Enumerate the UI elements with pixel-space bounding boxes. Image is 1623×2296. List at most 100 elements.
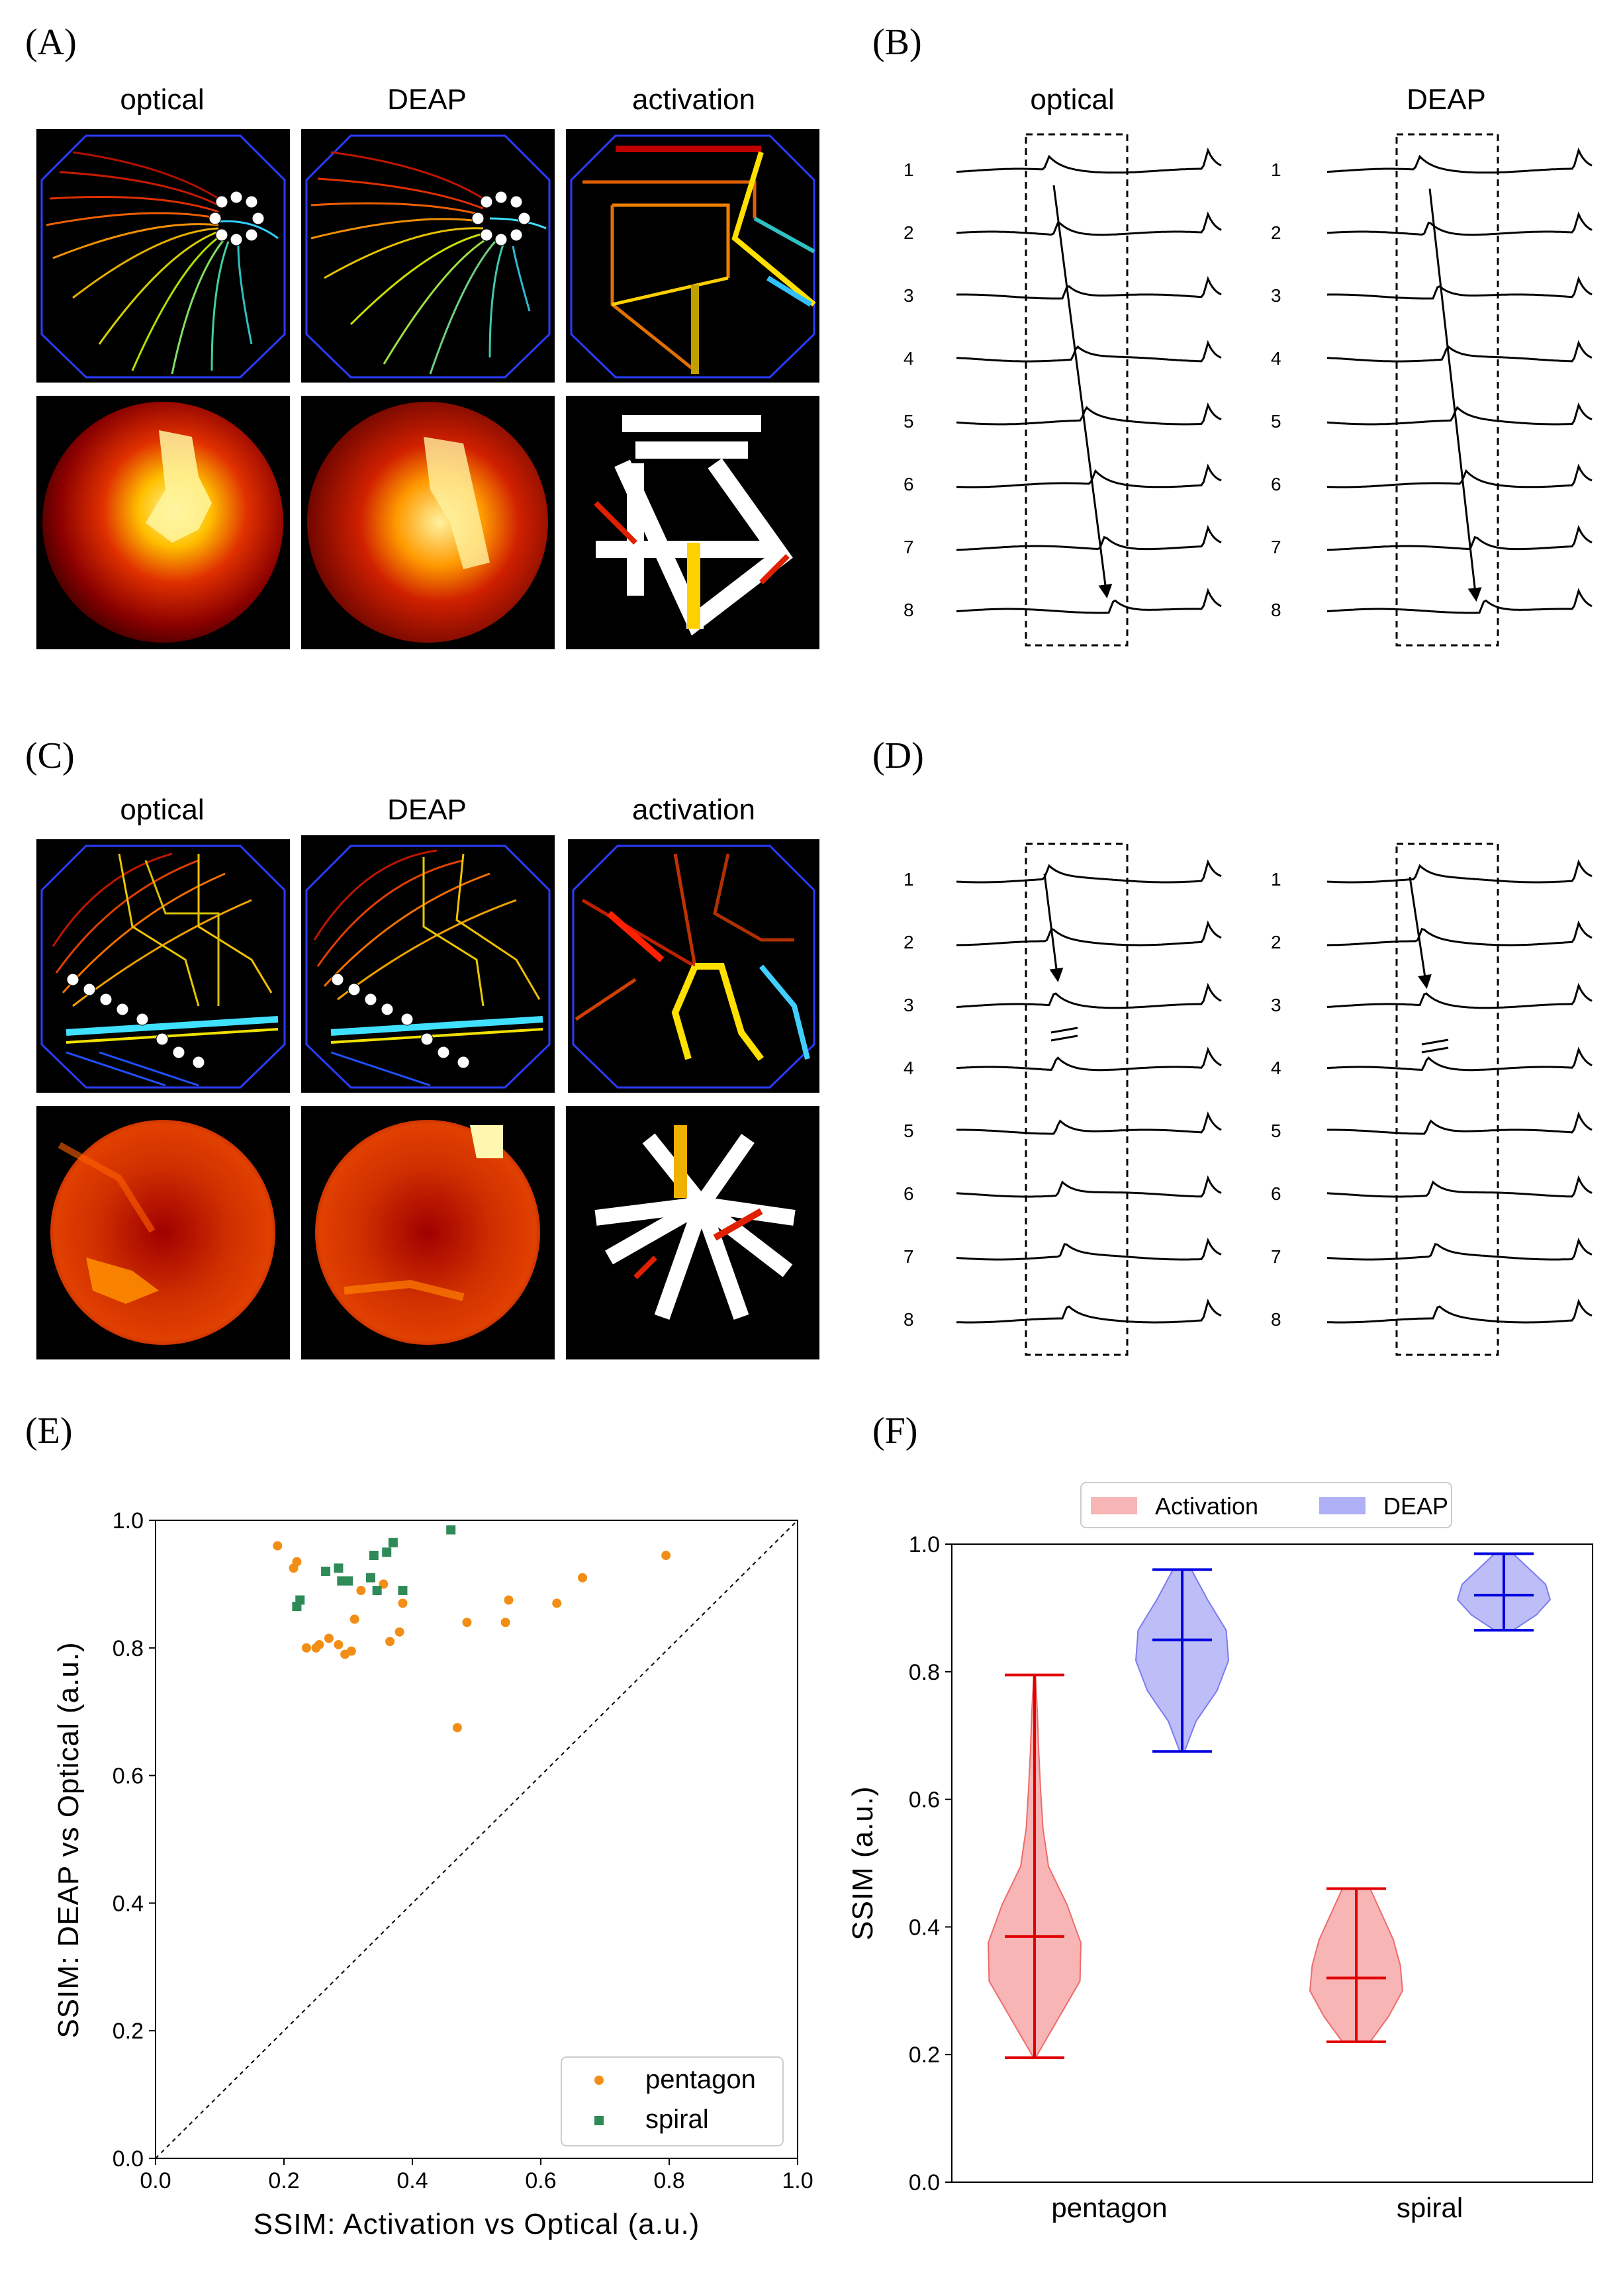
panel-d-trace-label: 6: [904, 1183, 914, 1204]
panel-e-xtick-label: 0.0: [140, 2168, 171, 2193]
panel-b-trace-label: 7: [1271, 537, 1281, 557]
panel-b-window-deap: [1395, 133, 1499, 647]
legend-label-spiral: spiral: [645, 2105, 709, 2134]
panel-label-c: (C): [25, 735, 75, 776]
scatter-point-spiral: [295, 1595, 305, 1605]
panel-b-trace: [956, 340, 1222, 363]
panel-b-trace: [1326, 402, 1593, 426]
panel-f-ytick-label: 0.4: [909, 1915, 940, 1940]
scatter-point-pentagon: [356, 1586, 366, 1596]
scatter-point-spiral: [446, 1525, 456, 1535]
panel-d-break-marks: [1050, 1027, 1449, 1054]
legend-label-deap: DEAP: [1383, 1492, 1448, 1520]
panel-e-xtick-label: 0.2: [268, 2168, 299, 2193]
panel-b-trace: [1326, 147, 1593, 174]
scatter-point-spiral: [344, 1576, 353, 1586]
scatter-point-spiral: [369, 1551, 379, 1561]
panel-b-trace: [1326, 525, 1593, 551]
panel-f-ytick-label: 0.2: [909, 2043, 940, 2068]
legend-marker-spiral: [594, 2116, 604, 2125]
panel-b-arrow-deap: [1428, 188, 1482, 602]
panel-e-ytick-label: 0.2: [113, 2019, 144, 2044]
scatter-point-pentagon: [578, 1573, 588, 1583]
panel-b-trace: [956, 276, 1222, 300]
legend-marker-pentagon: [594, 2076, 604, 2085]
panel-d-trace-label: 6: [1271, 1183, 1281, 1204]
scatter-point-pentagon: [452, 1723, 462, 1733]
panel-d-trace-label: 8: [904, 1309, 914, 1330]
panel-a-title-activation: activation: [632, 83, 755, 116]
panel-d-trace: [1326, 1175, 1593, 1198]
panel-d-trace: [956, 1299, 1222, 1324]
panel-d-trace: [956, 1046, 1222, 1072]
panel-d-trace-label: 2: [904, 932, 914, 952]
panel-label-b: (B): [872, 22, 922, 63]
panel-b-trace-label: 8: [904, 600, 914, 620]
panel-b-trace-label: 6: [1271, 474, 1281, 494]
panel-d-trace-label: 4: [904, 1058, 914, 1078]
panel-c-heat-optical: [36, 1106, 290, 1359]
panel-d-trace: [956, 1175, 1222, 1198]
panel-c-title-deap: DEAP: [387, 794, 467, 826]
panel-e-chart: 0.0 0.2 0.4 0.6 0.8 1.0 0.0 0.2 0.4 0.6 0.8 1.0 SSI…: [52, 1508, 813, 2240]
panel-f-ytick-label: 0.8: [909, 1660, 940, 1685]
scatter-point-pentagon: [292, 1557, 302, 1567]
scatter-point-pentagon: [314, 1639, 324, 1649]
panel-d-trace-label: 3: [904, 995, 914, 1015]
panel-f-legend: Activation DEAP: [1080, 1482, 1452, 1528]
scatter-point-pentagon: [462, 1618, 472, 1628]
panel-b-trace: [956, 147, 1222, 174]
panel-b-trace: [956, 588, 1222, 614]
scatter-point-pentagon: [394, 1627, 404, 1637]
panel-d-arrow-optical: [1043, 873, 1064, 983]
panel-b-trace-label: 1: [904, 160, 914, 180]
panel-f-category-pentagon: pentagon: [1051, 2192, 1167, 2223]
panel-b-title-optical: optical: [1030, 83, 1114, 116]
panel-c-heat-activation: [566, 1106, 819, 1359]
panel-c-map-activation: [568, 839, 819, 1093]
panel-e-plot-frame: [155, 1520, 798, 2159]
panel-e-xtick-label: 0.8: [653, 2168, 684, 2193]
panel-a-map-activation: [566, 129, 819, 383]
panel-d-trace-label: 2: [1271, 932, 1281, 952]
panel-b-trace: [1326, 463, 1593, 488]
scatter-point-pentagon: [504, 1595, 514, 1605]
panel-c-map-optical: [36, 839, 290, 1093]
panel-e-ylabel: SSIM: DEAP vs Optical (a.u.): [52, 1641, 85, 2038]
panel-c-title-optical: optical: [120, 794, 204, 826]
panel-e-ytick-label: 0.0: [113, 2146, 144, 2172]
panel-label-f: (F): [872, 1410, 917, 1451]
panel-d-trace-label: 5: [904, 1121, 914, 1141]
panel-d-trace: [956, 1237, 1222, 1261]
panel-d-trace: [1326, 920, 1593, 946]
scatter-point-spiral: [321, 1567, 331, 1577]
panel-label-a: (A): [25, 22, 77, 63]
panel-d-trace: [956, 982, 1222, 1009]
panel-a-map-deap: [301, 129, 555, 383]
panel-e-ytick-label: 0.6: [113, 1764, 144, 1789]
panel-b-trace-label: 8: [1271, 600, 1281, 620]
panel-b-trace: [1326, 340, 1593, 363]
panel-d-trace: [1326, 1237, 1593, 1261]
legend-swatch-deap: [1319, 1497, 1366, 1514]
panel-b-trace: [1326, 276, 1593, 300]
panel-b-trace: [1326, 588, 1593, 614]
panel-d-trace-label: 1: [904, 869, 914, 890]
panel-c-title-activation: activation: [632, 794, 755, 826]
panel-b-trace: [956, 525, 1222, 551]
scatter-point-pentagon: [273, 1541, 283, 1551]
panel-e-xtick-label: 0.6: [525, 2168, 556, 2193]
scatter-point-pentagon: [385, 1637, 395, 1647]
panel-b-trace-label: 4: [904, 348, 914, 369]
panel-d-window-deap: [1395, 843, 1499, 1356]
scatter-point-pentagon: [324, 1633, 334, 1643]
panel-c-map-deap: [301, 835, 555, 1093]
panel-a-heat-deap: [301, 396, 555, 649]
panel-d-trace-label: 7: [1271, 1246, 1281, 1267]
scatter-point-pentagon: [349, 1614, 359, 1624]
legend-label-pentagon: pentagon: [645, 2065, 756, 2094]
panel-c-heat-deap: [301, 1106, 555, 1359]
panel-d-trace: [1327, 1111, 1593, 1135]
panel-b-trace-label: 6: [904, 474, 914, 494]
